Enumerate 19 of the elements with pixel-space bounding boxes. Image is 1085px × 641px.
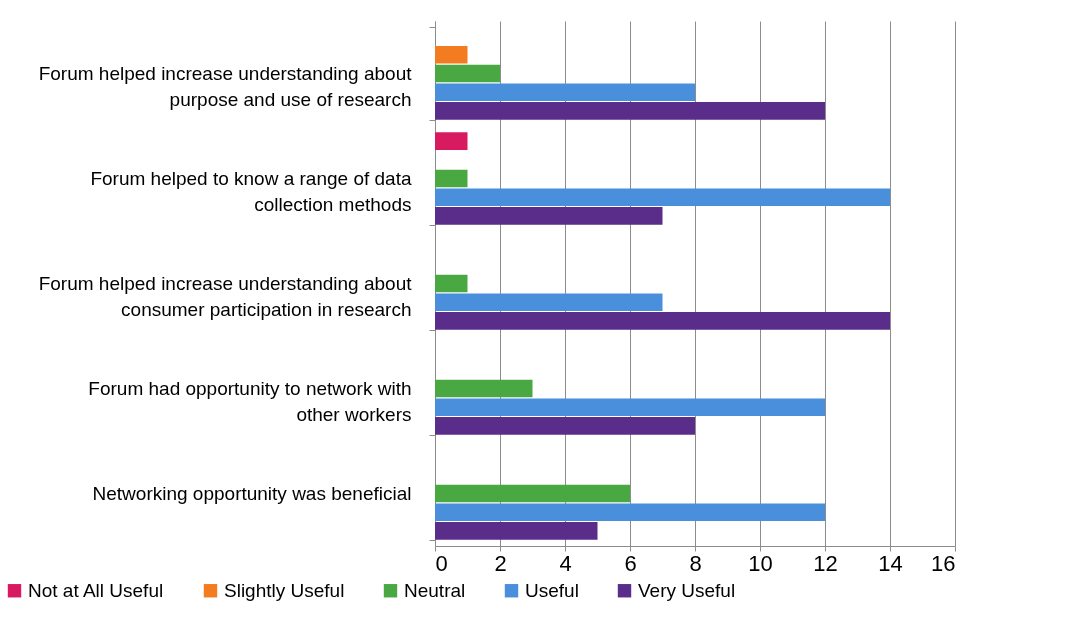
legend-label: Useful xyxy=(525,579,579,601)
y-tick-label: Forum helped increase understanding about consumer participation in research xyxy=(38,273,413,320)
y-tick-label: Forum helped to know a range of data collection methods xyxy=(90,168,412,215)
x-tick-label: 4 xyxy=(559,550,572,576)
y-tick-label: Networking opportunity was beneficial xyxy=(92,483,412,504)
x-tick-label: 2 xyxy=(494,550,507,576)
x-tick-label: 14 xyxy=(878,550,903,576)
x-tick-label: 12 xyxy=(813,550,838,576)
legend-label: Slightly Useful xyxy=(224,579,345,601)
x-tick-label: 16 xyxy=(931,550,956,576)
x-tick-label: 6 xyxy=(624,550,637,576)
legend-label: Very Useful xyxy=(638,579,736,601)
y-tick-label: Forum helped increase understanding about purpose and use of research xyxy=(38,63,413,110)
x-tick-label: 10 xyxy=(748,550,773,576)
y-tick-label: Forum had opportunity to network with other workers xyxy=(88,378,412,425)
x-tick-label: 8 xyxy=(689,550,702,576)
x-tick-label: 0 xyxy=(435,550,448,576)
legend-label: Neutral xyxy=(404,579,466,601)
legend-label: Not at All Useful xyxy=(28,579,164,601)
